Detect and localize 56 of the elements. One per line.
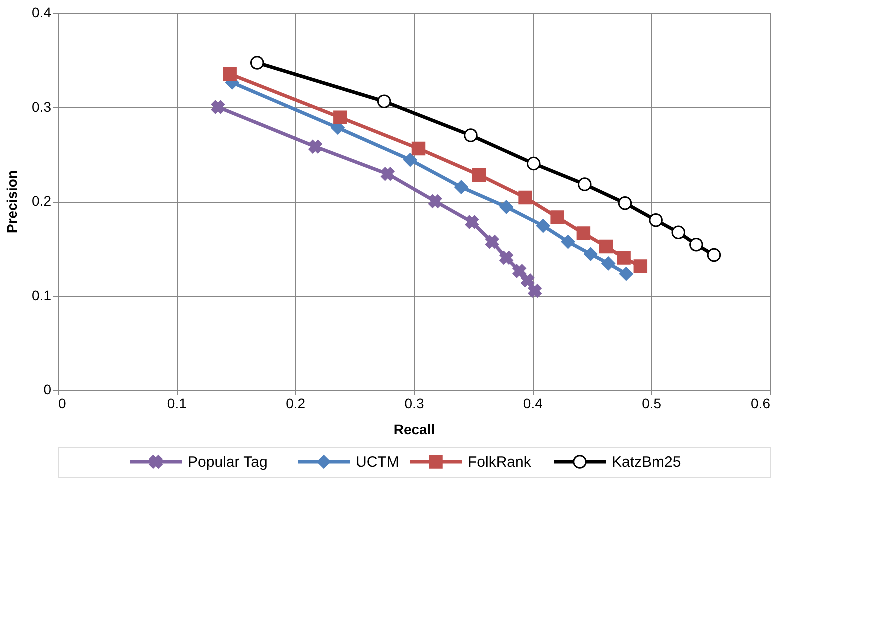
point [528, 284, 542, 298]
point [634, 260, 648, 274]
point [377, 94, 392, 108]
legend-label: UCTM [356, 454, 400, 471]
x-tick-label: 0.5 [642, 396, 662, 412]
point [561, 235, 576, 249]
point [472, 168, 486, 182]
point [428, 194, 442, 208]
point [620, 267, 634, 281]
y-tick-label: 0.3 [32, 98, 52, 115]
x-tick-label: 0.6 [751, 396, 771, 412]
y-axis-title: Precision [4, 170, 20, 234]
point [536, 219, 550, 233]
point [412, 142, 426, 156]
point [526, 156, 541, 171]
x-axis-title: Recall [394, 422, 436, 438]
point [404, 153, 418, 167]
y-tick-label: 0.2 [32, 193, 52, 209]
point [602, 256, 616, 271]
point [649, 213, 663, 228]
point [223, 67, 237, 82]
point [308, 140, 322, 154]
point [618, 196, 632, 210]
y-tick-label: 0.4 [32, 4, 52, 20]
x-tick-label: 0.1 [167, 396, 188, 412]
x-tick-label: 0.4 [523, 396, 544, 412]
point [211, 100, 226, 114]
point [576, 226, 591, 240]
point [578, 178, 592, 192]
point [617, 251, 631, 265]
point [486, 235, 500, 249]
point [584, 247, 598, 262]
x-tick-label: 0.2 [286, 396, 306, 412]
x-tick-label: 0.3 [404, 396, 424, 412]
point [690, 238, 704, 252]
y-tick-label: 0.1 [32, 287, 52, 304]
point [465, 215, 479, 230]
point [521, 274, 535, 288]
legend-label: Popular Tag [188, 454, 268, 471]
legend-label: FolkRank [468, 454, 532, 471]
point [512, 264, 526, 278]
point [518, 190, 532, 205]
y-tick-label: 0 [44, 382, 52, 398]
legend-label: KatzBm25 [612, 454, 682, 471]
x-tick-label: 0 [58, 396, 66, 412]
point [464, 128, 478, 142]
point [381, 167, 395, 181]
point [454, 180, 468, 194]
point [334, 110, 348, 124]
point [672, 226, 686, 240]
point [599, 240, 614, 254]
point [500, 251, 514, 265]
point [707, 248, 722, 262]
point [250, 56, 264, 70]
point [500, 200, 514, 214]
point [550, 210, 564, 224]
